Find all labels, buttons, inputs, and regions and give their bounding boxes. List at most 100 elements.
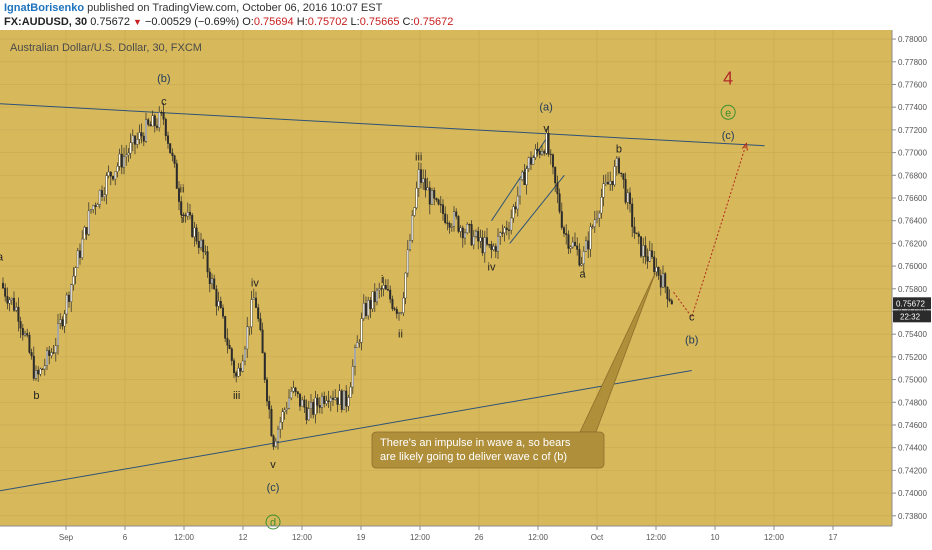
candle-body [356, 342, 359, 348]
trendline[interactable] [0, 370, 692, 492]
candle-body [28, 335, 31, 353]
candle-body [395, 309, 398, 314]
candle-body [274, 441, 277, 447]
candle-body [195, 227, 198, 242]
trendline[interactable] [491, 138, 547, 221]
candle-body [272, 435, 275, 447]
candle-body [202, 239, 205, 252]
y-tick-label: 0.77000 [898, 149, 927, 158]
callout[interactable]: There's an impulse in wave a, so bears ar… [371, 272, 656, 469]
candle-body [151, 115, 154, 127]
candle-body [488, 244, 491, 246]
candle-body [50, 352, 53, 356]
candle-body [46, 350, 49, 366]
y-tick-label: 0.74400 [898, 444, 927, 453]
candle-body [208, 271, 211, 285]
candle-body [39, 368, 42, 375]
candle-body [398, 312, 401, 314]
published-text: published on TradingView.com, October 06… [87, 2, 383, 14]
candle-body [116, 166, 119, 173]
candle-body [158, 112, 161, 128]
candle-body [538, 150, 541, 155]
x-tick-label: Sep [59, 533, 74, 542]
candle-body [83, 227, 86, 240]
candle-body [633, 226, 636, 234]
candle-body [466, 224, 469, 234]
candle-body [400, 312, 403, 314]
candle-body [574, 241, 577, 246]
candle-body [61, 319, 64, 327]
candle-body [155, 125, 158, 128]
candle-body [191, 214, 194, 237]
candle-body [576, 245, 579, 250]
x-tick-label: 10 [711, 533, 720, 542]
candle-body [664, 273, 667, 288]
current-price-label: 0.75672 [896, 299, 925, 308]
trendline[interactable] [0, 103, 765, 147]
candle-body [186, 212, 189, 217]
candle-body [560, 211, 563, 228]
candle-body [228, 345, 231, 349]
candle-body [635, 232, 638, 235]
chart-header: IgnatBorisenko published on TradingView.… [0, 0, 932, 30]
candle-body [166, 135, 169, 144]
price-chart[interactable]: Australian Dollar/U.S. Dollar, 30, FXCM … [0, 30, 932, 550]
candle-body [224, 316, 227, 339]
candle-body [206, 251, 209, 273]
candle-body [153, 115, 156, 127]
candle-body [620, 172, 623, 174]
candle-body [492, 246, 495, 250]
callout-box[interactable] [371, 431, 605, 469]
publish-line: IgnatBorisenko published on TradingView.… [4, 2, 382, 14]
candle-body [327, 400, 330, 402]
candle-body [417, 169, 420, 189]
candle-body [107, 171, 110, 176]
candle-body [175, 163, 178, 189]
y-tick-label: 0.74000 [898, 489, 927, 498]
candle-body [349, 386, 352, 398]
wave-label: 4 [723, 68, 733, 88]
candle-body [534, 148, 537, 158]
candle-body [604, 182, 607, 184]
wave-label: iv [488, 262, 496, 274]
candle-body [301, 399, 304, 407]
candle-body [98, 190, 101, 205]
candle-body [494, 246, 497, 252]
y-tick-label: 0.75000 [898, 376, 927, 385]
candle-body [54, 345, 57, 354]
last-price: 0.75672 [90, 16, 130, 28]
candle-body [32, 355, 35, 379]
candle-body [670, 300, 673, 305]
wave-label: v [543, 123, 549, 135]
candle-body [340, 390, 343, 410]
candle-body [303, 399, 306, 408]
candle-body [455, 211, 458, 217]
price-axis[interactable]: 0.78000 0.77800 0.77600 0.77400 0.77200 0.770… [891, 30, 932, 550]
ohlc-line: FX:AUDUSD, 30 0.75672 ▼ −0.00529 (−0.69%… [4, 16, 453, 28]
candle-body [371, 291, 374, 309]
candle-body [545, 133, 548, 154]
chart-title: Australian Dollar/U.S. Dollar, 30, FXCM [10, 42, 202, 54]
author-link[interactable]: IgnatBorisenko [4, 2, 85, 14]
candle-body [519, 179, 522, 197]
price-change: −0.00529 (−0.69%) [145, 16, 240, 28]
time-axis[interactable]: Sep 6 12:00 12 12:00 19 12:00 26 12:00 Oct 12:00 10… [0, 525, 892, 542]
candle-body [323, 395, 326, 404]
y-tick-label: 0.73800 [898, 512, 927, 521]
candle-body [259, 318, 262, 331]
candle-body [420, 169, 423, 183]
circled-wave-label: d [270, 517, 276, 529]
candle-body [367, 300, 370, 316]
candle-body [177, 188, 180, 202]
candle-body [87, 210, 90, 235]
price-axis-background [892, 30, 932, 550]
candle-body [662, 273, 665, 288]
candle-body [199, 239, 202, 248]
candle-body [232, 360, 235, 373]
candle-body [437, 199, 440, 205]
candle-body [549, 153, 552, 156]
candle-body [461, 227, 464, 239]
candle-body [413, 207, 416, 216]
candle-body [142, 135, 145, 142]
candle-body [615, 158, 618, 167]
